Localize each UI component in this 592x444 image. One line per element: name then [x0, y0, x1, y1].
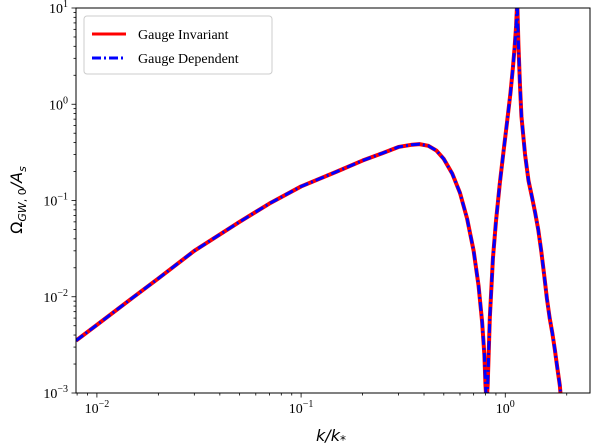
legend: Gauge Invariant Gauge Dependent	[84, 16, 272, 74]
legend-label-gauge-invariant: Gauge Invariant	[138, 28, 229, 43]
legend-label-gauge-dependent: Gauge Dependent	[138, 52, 239, 67]
